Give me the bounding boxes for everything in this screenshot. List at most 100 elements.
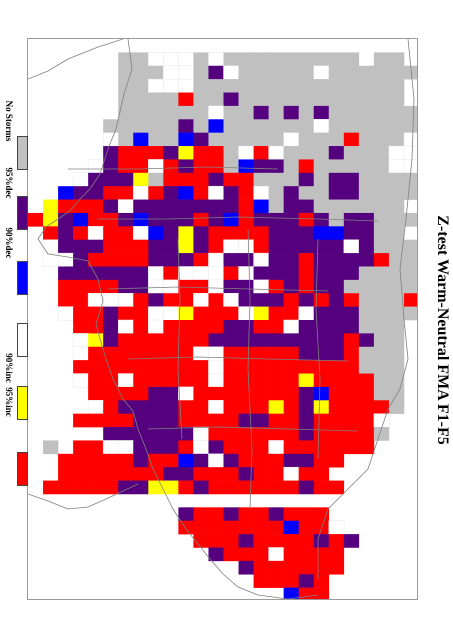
grid-cell (118, 226, 134, 241)
grid-cell (117, 292, 134, 308)
grid-cell (298, 320, 315, 334)
grid-cell (88, 306, 104, 321)
grid-cell (73, 186, 89, 200)
grid-cell (253, 105, 269, 120)
grid-cell (193, 520, 209, 535)
grid-cell (268, 279, 284, 294)
grid-cell (133, 172, 149, 187)
grid-cell (178, 253, 194, 267)
grid-cell (328, 199, 345, 214)
grid-cell (208, 413, 224, 428)
state-boundary (127, 356, 349, 362)
grid-cell (208, 400, 225, 415)
grid-cell (103, 199, 119, 214)
grid-cell (313, 400, 330, 414)
grid-cell (223, 212, 239, 227)
grid-cell (148, 159, 164, 174)
grid-cell (73, 440, 89, 455)
grid-cell (118, 360, 134, 374)
grid-cell (178, 279, 194, 294)
grid-cell (373, 427, 390, 441)
grid-cell (283, 547, 299, 562)
grid-cell (73, 320, 89, 334)
grid-cell (298, 587, 315, 599)
grid-cell (208, 266, 225, 281)
grid-cell (118, 52, 134, 67)
grid-cell (238, 560, 254, 575)
grid-cell (328, 386, 345, 401)
legend-label-90-dec: 90%dec (4, 227, 14, 259)
grid-cell (163, 119, 179, 133)
grid-cell (253, 239, 269, 254)
grid-cell (313, 79, 330, 93)
grid-cell (328, 427, 345, 441)
grid-cell (268, 159, 284, 174)
grid-cell (148, 413, 164, 428)
grid-cell (268, 266, 284, 281)
grid-cell (148, 480, 164, 495)
grid-cell (403, 172, 417, 187)
grid-cell (253, 266, 269, 281)
grid-cell (388, 212, 405, 227)
grid-cell (193, 467, 209, 481)
grid-cell (268, 172, 284, 187)
grid-cell (238, 92, 254, 107)
grid-cell (58, 266, 74, 281)
grid-cell (388, 279, 405, 294)
grid-cell (178, 427, 194, 441)
grid-cell (268, 453, 284, 468)
grid-cell (388, 132, 405, 147)
grid-cell (223, 292, 240, 308)
grid-cell (117, 319, 134, 334)
grid-cell (343, 346, 360, 361)
grid-cell (238, 279, 254, 294)
grid-cell (163, 373, 179, 388)
grid-cell (298, 266, 315, 281)
grid-cell (268, 560, 284, 575)
grid-cell (223, 105, 239, 120)
grid-cell (253, 360, 269, 374)
grid-cell (283, 132, 300, 147)
grid-cell (193, 440, 210, 455)
grid-cell (298, 574, 315, 588)
grid-cell (148, 427, 164, 441)
grid-cell (193, 239, 209, 254)
grid-cell (343, 239, 360, 254)
grid-cell (253, 172, 269, 187)
grid-cell (328, 360, 345, 374)
grid-cell (208, 92, 224, 107)
grid-cell (193, 212, 209, 227)
grid-cell (358, 306, 375, 321)
grid-cell (313, 266, 330, 281)
grid-cell (193, 413, 209, 428)
grid-cell (223, 132, 239, 147)
grid-cell (148, 132, 164, 147)
grid-cell (253, 560, 269, 575)
grid-cell (388, 65, 405, 80)
grid-cell (298, 159, 315, 174)
grid-cell (87, 292, 104, 308)
grid-cell (373, 172, 390, 187)
grid-cell (148, 226, 164, 241)
grid-cell (193, 266, 210, 281)
grid-cell (133, 293, 149, 307)
grid-cell (403, 253, 417, 267)
grid-cell (268, 119, 284, 133)
grid-cell (238, 373, 254, 388)
grid-cell (223, 440, 239, 455)
grid-cell (223, 333, 239, 348)
grid-cell (253, 306, 269, 321)
grid-cell (133, 52, 149, 67)
grid-cell (328, 520, 345, 535)
grid-cell (328, 440, 345, 455)
grid-cell (373, 386, 390, 401)
grid-cell (343, 79, 360, 93)
grid-cell (268, 239, 284, 254)
grid-cell (283, 52, 299, 67)
grid-cell (208, 467, 224, 481)
legend-label-95-inc: 95%inc (4, 387, 14, 417)
grid-cell (373, 159, 390, 174)
grid-cell (208, 226, 224, 241)
grid-cell (313, 132, 330, 147)
grid-cell (358, 413, 375, 428)
